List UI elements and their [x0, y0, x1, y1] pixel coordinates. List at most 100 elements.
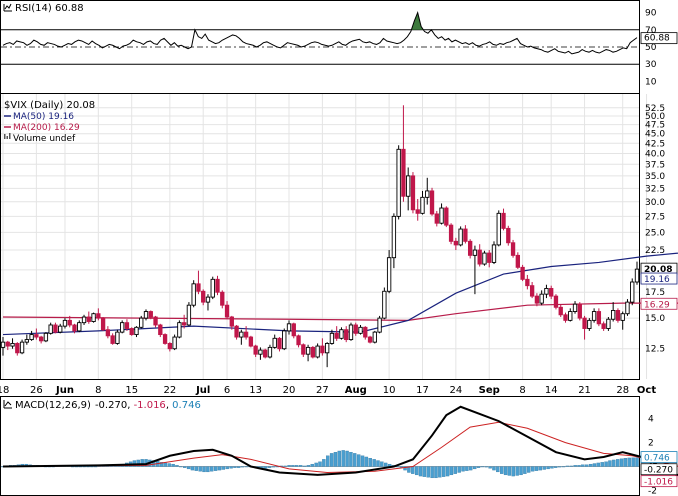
candle-body: [558, 306, 563, 316]
macd-histogram-bar: [519, 466, 523, 476]
macd-histogram-bar: [561, 466, 566, 468]
candle-body: [124, 322, 130, 329]
candle: [67, 315, 72, 328]
candle: [496, 210, 501, 247]
candle: [549, 285, 554, 300]
candle-body: [630, 281, 635, 303]
date-label: Aug: [345, 385, 367, 396]
candle-body: [286, 323, 292, 332]
candle: [324, 342, 330, 368]
macd-histogram-bar: [546, 466, 550, 470]
candle: [529, 282, 535, 299]
rsi-legend-icon: [3, 3, 12, 12]
candle-body: [229, 316, 234, 327]
date-label: 21: [578, 385, 591, 396]
candle: [577, 302, 582, 321]
macd-histogram-bar: [503, 466, 508, 476]
macd-histogram-bar: [445, 466, 450, 477]
macd-histogram-bar: [418, 466, 423, 477]
macd-value-label: -0.270: [644, 466, 673, 476]
candle-body: [348, 324, 354, 341]
macd-histogram-bar: [523, 466, 527, 474]
macd-histogram-bar: [217, 466, 222, 471]
macd-histogram-bar: [295, 465, 299, 467]
macd-histogram-bar: [202, 466, 206, 473]
price-value-box: [640, 272, 678, 285]
macd-histogram-bar: [287, 465, 291, 467]
macd-histogram-bar: [615, 459, 620, 467]
candle: [439, 203, 444, 225]
macd-histogram-bar: [190, 466, 195, 471]
candle: [162, 333, 168, 345]
macd-histogram-bar: [159, 462, 164, 467]
candle: [181, 314, 187, 329]
macd-histogram-bar: [186, 466, 191, 470]
candle: [91, 312, 96, 323]
candle-body: [520, 266, 525, 280]
macd-histogram-bar: [457, 466, 461, 473]
candle: [320, 338, 325, 356]
candle-body: [367, 336, 373, 343]
price-tick: 47.5: [645, 121, 665, 131]
candle-body: [448, 224, 454, 242]
macd-histogram-bar: [585, 464, 589, 467]
macd-histogram-bar: [318, 461, 322, 467]
candle-body: [253, 345, 258, 355]
date-label: Jul: [195, 385, 210, 396]
candle-body: [162, 334, 168, 344]
candle: [458, 226, 463, 247]
candle-body: [58, 325, 63, 333]
candle: [410, 172, 416, 214]
candle: [43, 332, 49, 343]
candle: [267, 344, 273, 359]
macd-histogram-bar: [534, 466, 539, 471]
candle-body: [329, 332, 335, 344]
candle: [506, 225, 511, 246]
candle-body: [339, 329, 344, 339]
candle-body: [491, 244, 497, 263]
candle-body: [282, 330, 287, 350]
candle: [19, 339, 25, 355]
candle-body: [553, 295, 559, 308]
candle-body: [396, 148, 401, 217]
macd-histogram-bar: [422, 466, 427, 477]
candle-body: [477, 249, 482, 265]
candle: [110, 333, 115, 345]
candle: [229, 315, 234, 330]
candle: [601, 321, 606, 331]
candle: [534, 293, 540, 307]
macd-histogram-bar: [86, 466, 90, 468]
macd-histogram-bar: [306, 465, 311, 467]
candle-body: [496, 212, 501, 246]
candle-body: [510, 242, 516, 256]
candle-body: [324, 342, 330, 354]
rsi-tick-70: 70: [645, 26, 657, 36]
macd-histogram-bar: [329, 453, 334, 467]
macd-histogram-bar: [438, 466, 442, 478]
rsi-tick-30: 30: [645, 60, 657, 70]
candle-body: [401, 148, 406, 197]
candle-body: [601, 323, 606, 329]
candle-body: [501, 212, 506, 229]
candle: [363, 326, 368, 340]
candle: [286, 320, 292, 335]
candle: [10, 338, 15, 349]
price-panel: 52.550.047.545.042.540.037.5 35.0 32.5 30.0…: [0, 93, 678, 380]
candle: [86, 311, 91, 324]
macd-histogram-bar: [635, 457, 639, 467]
candle: [100, 317, 106, 331]
candle: [310, 346, 316, 359]
candle-body: [358, 326, 363, 334]
candle-body: [429, 190, 435, 215]
price-value-label: 19.16: [644, 275, 670, 285]
candle-body: [29, 334, 34, 341]
candle-body: [34, 334, 39, 338]
macd-legend-signal-value: -1.016: [134, 400, 166, 411]
date-label: 24: [449, 385, 462, 396]
macd-histogram-bar: [426, 466, 430, 478]
rsi-tick-10: 10: [645, 77, 657, 87]
macd-histogram-bar: [175, 465, 179, 467]
candle-body: [181, 322, 187, 326]
candle: [377, 315, 382, 334]
candle-body: [19, 341, 25, 354]
